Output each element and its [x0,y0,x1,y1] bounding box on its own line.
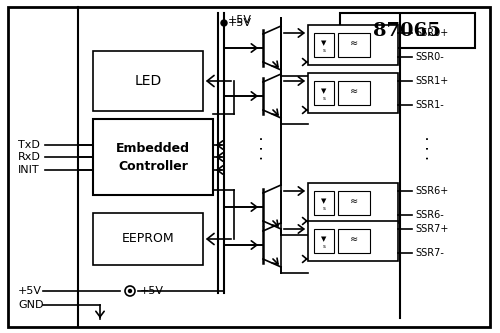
Text: 87065: 87065 [373,22,441,40]
Text: s: s [322,96,326,101]
Text: ≈: ≈ [350,86,358,96]
Bar [308,221,398,261]
Bar [308,183,398,223]
Bar [314,191,334,215]
Text: ≈: ≈ [350,196,358,206]
Text: ▼: ▼ [322,198,326,204]
Text: · · ·: · · · [422,136,438,160]
Text: ▼: ▼ [322,88,326,94]
Bar [338,229,370,253]
Text: · · ·: · · · [256,136,270,160]
Bar [93,213,203,265]
Bar [338,81,370,105]
Bar [308,73,398,113]
Text: RxD: RxD [18,152,41,162]
Bar [338,33,370,57]
Text: SSR1+: SSR1+ [415,76,448,86]
Bar [308,25,398,65]
Text: SSR7+: SSR7+ [415,224,448,234]
Circle shape [221,20,227,26]
Bar [93,51,203,111]
Text: INIT: INIT [18,165,40,175]
Circle shape [128,289,132,292]
Text: s: s [322,243,326,248]
Bar [314,33,334,57]
Bar [314,229,334,253]
Text: SSR0+: SSR0+ [415,28,448,38]
Text: EEPROM: EEPROM [122,232,174,245]
Text: s: s [322,48,326,53]
Text: TxD: TxD [18,140,40,150]
Bar [340,13,475,48]
Text: +5V: +5V [18,286,42,296]
Text: SSR6-: SSR6- [415,210,444,220]
Text: SSR6+: SSR6+ [415,186,448,196]
Bar [314,81,334,105]
Text: s: s [322,205,326,210]
Text: LED: LED [134,74,162,88]
Bar [93,119,213,195]
Text: ▼: ▼ [322,236,326,242]
Text: Embedded
Controller: Embedded Controller [116,142,190,172]
Text: SSR1-: SSR1- [415,100,444,110]
Text: +5V: +5V [228,18,252,28]
Text: ▼: ▼ [322,40,326,46]
Text: +5V: +5V [228,15,252,25]
Text: GND: GND [18,300,44,310]
Text: +5V: +5V [140,286,164,296]
Text: SSR0-: SSR0- [415,52,444,62]
Text: SSR7-: SSR7- [415,248,444,258]
Text: ≈: ≈ [350,38,358,48]
Text: ≈: ≈ [350,234,358,244]
Bar [338,191,370,215]
